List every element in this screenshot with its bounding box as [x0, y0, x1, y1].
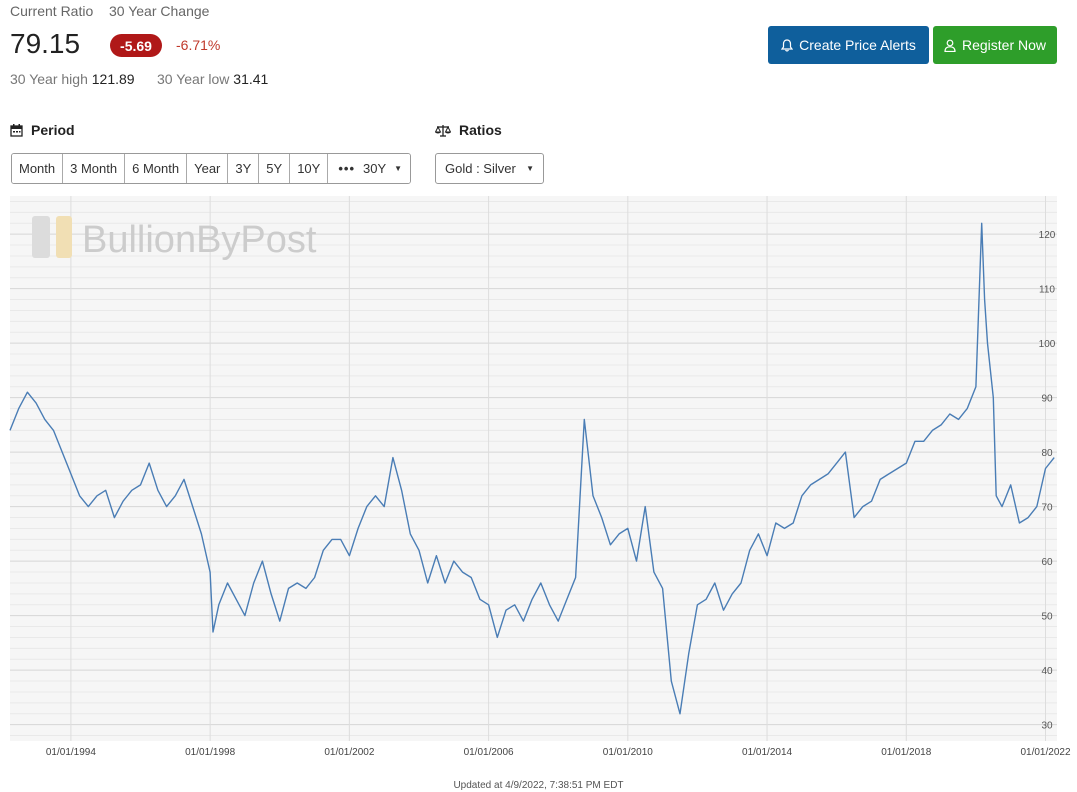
scale-icon	[435, 124, 451, 137]
change-badge: -5.69	[110, 34, 162, 57]
updated-timestamp: Updated at 4/9/2022, 7:38:51 PM EDT	[453, 780, 624, 791]
y-axis-ticks: 30 40 50 60 70 80 90 100 110 120	[1039, 230, 1056, 732]
high-value: 121.89	[91, 71, 135, 87]
current-ratio-label: Current Ratio	[10, 3, 94, 19]
x-tick-label: 01/01/2018	[881, 747, 931, 758]
high-label: 30 Year high	[10, 71, 88, 87]
create-price-alerts-label: Create Price Alerts	[799, 37, 916, 53]
period-year-button[interactable]: Year	[187, 154, 229, 183]
current-ratio-value: 79.15	[10, 28, 81, 59]
y-tick-label: 60	[1041, 557, 1053, 568]
period-6-month-button[interactable]: 6 Month	[125, 154, 188, 183]
low-value: 31.41	[233, 71, 269, 87]
calendar-icon	[10, 123, 23, 137]
period-3-month-button[interactable]: 3 Month	[63, 154, 126, 183]
gold-silver-ratio-chart[interactable]: BullionByPost 30 40 50 60 70 80 90 100 110 120 01…	[0, 196, 1077, 772]
period-3y-button[interactable]: 3Y	[228, 154, 260, 183]
period-5y-button[interactable]: 5Y	[259, 154, 291, 183]
x-tick-label: 01/01/2006	[464, 747, 514, 758]
plot-background	[10, 196, 1057, 741]
change-label: 30 Year Change	[109, 3, 210, 19]
create-price-alerts-button[interactable]: Create Price Alerts	[768, 26, 929, 64]
ratio-series-line	[9, 222, 1055, 715]
period-month-button[interactable]: Month	[12, 154, 64, 183]
y-tick-label: 100	[1039, 339, 1056, 350]
chevron-down-icon: ▼	[394, 164, 403, 173]
y-tick-label: 120	[1039, 230, 1056, 241]
y-tick-label: 110	[1039, 285, 1055, 296]
ratios-heading: Ratios	[435, 122, 502, 138]
ellipsis-icon: •••	[338, 161, 355, 176]
x-tick-label: 01/01/2010	[603, 747, 653, 758]
x-tick-label: 01/01/2002	[324, 747, 374, 758]
register-now-button[interactable]: Register Now	[933, 26, 1057, 64]
x-tick-label: 01/01/2022	[1020, 747, 1070, 758]
y-tick-label: 70	[1041, 503, 1053, 514]
bell-icon	[781, 38, 794, 52]
y-tick-label: 90	[1041, 394, 1053, 405]
watermark-text: BullionByPost	[82, 219, 317, 261]
x-tick-label: 01/01/1994	[46, 747, 96, 758]
period-button-group: Month 3 Month 6 Month Year 3Y 5Y 10Y •••…	[11, 153, 412, 184]
ratio-selected-label: Gold : Silver	[445, 161, 516, 176]
change-percent: -6.71%	[176, 37, 221, 53]
x-axis-ticks: 01/01/1994 01/01/1998 01/01/2002 01/01/2006…	[46, 747, 1071, 758]
register-now-label: Register Now	[961, 37, 1047, 53]
chevron-down-icon: ▼	[526, 164, 534, 173]
low-label: 30 Year low	[157, 71, 230, 87]
x-tick-label: 01/01/1998	[185, 747, 235, 758]
y-tick-label: 50	[1041, 612, 1053, 623]
watermark-logo: BullionByPost	[32, 216, 317, 261]
x-tick-label: 01/01/2014	[742, 747, 792, 758]
grid	[10, 196, 1057, 741]
ratios-title: Ratios	[459, 122, 502, 138]
period-heading: Period	[10, 122, 75, 138]
ratio-select-dropdown[interactable]: Gold : Silver ▼	[435, 153, 544, 184]
thirty-year-high: 30 Year high 121.89	[10, 71, 135, 87]
y-tick-label: 30	[1041, 721, 1053, 732]
period-10y-button[interactable]: 10Y	[290, 154, 329, 183]
user-icon	[944, 39, 956, 52]
y-tick-label: 80	[1041, 448, 1053, 459]
period-selected-label: 30Y	[363, 161, 387, 176]
thirty-year-low: 30 Year low 31.41	[157, 71, 268, 87]
period-more-dropdown[interactable]: ••• 30Y ▼	[328, 154, 411, 183]
y-tick-label: 40	[1041, 666, 1053, 677]
period-title: Period	[31, 122, 75, 138]
